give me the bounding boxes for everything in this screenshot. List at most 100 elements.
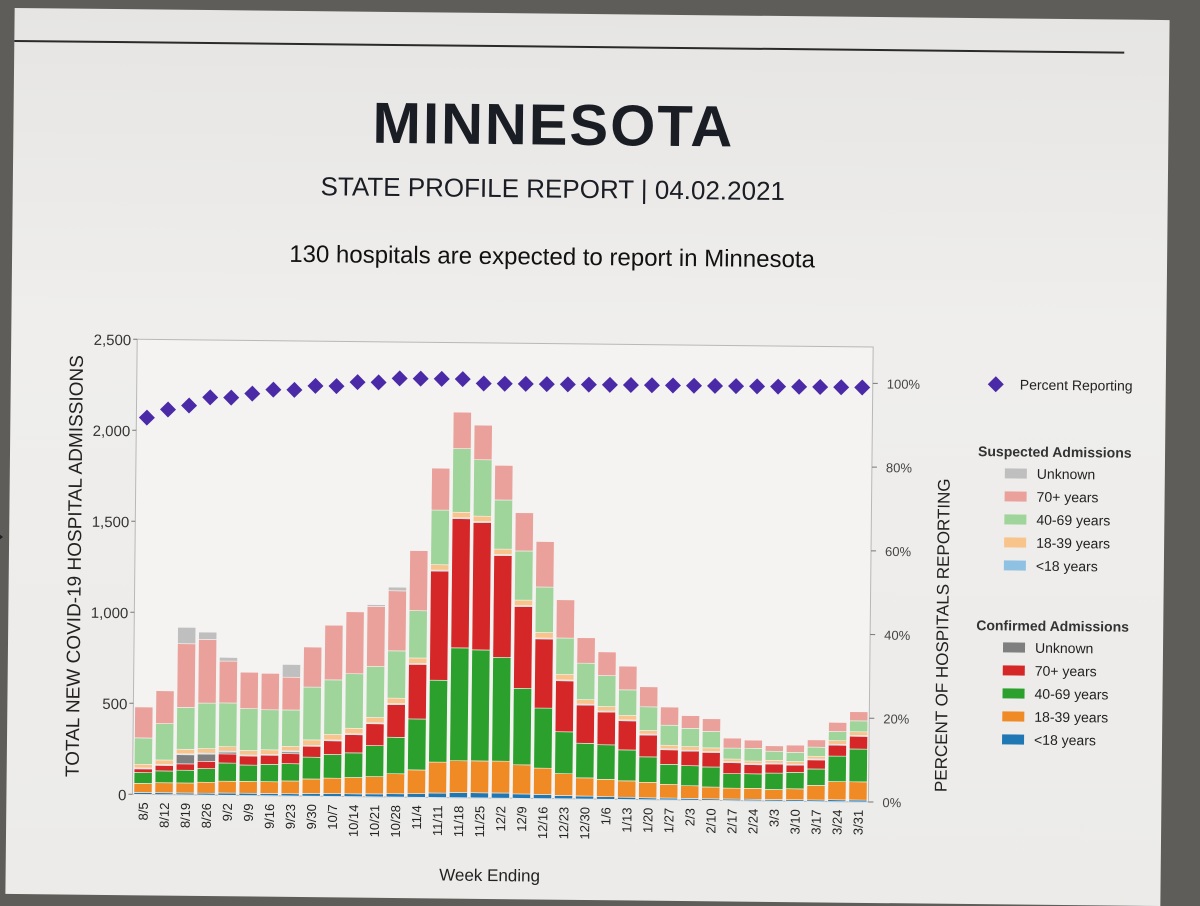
bar-segment: [515, 513, 533, 551]
bar-segment: [197, 749, 215, 754]
bar-segment: [660, 745, 678, 749]
bar-segment: [282, 677, 300, 710]
bar-segment: [619, 666, 637, 690]
x-tick-label: 8/19: [178, 803, 193, 828]
bar-segment: [324, 680, 343, 735]
bar-segment: [575, 796, 593, 799]
bar-segment: [807, 785, 825, 800]
bar-segment: [218, 747, 236, 752]
bar-segment: [261, 750, 279, 755]
x-tick-label: 10/14: [346, 804, 361, 837]
bar-segment: [366, 724, 384, 746]
bar-segment: [302, 757, 320, 779]
legend-group-title: Suspected Admissions: [978, 443, 1132, 461]
bar-segment: [387, 698, 405, 704]
bar-segment: [554, 795, 572, 798]
legend-swatch: [1002, 711, 1024, 721]
bar-segment: [598, 652, 616, 676]
bar-segment: [807, 760, 825, 769]
y-axis-title: TOTAL NEW COVID-19 HOSPITAL ADMISSIONS: [63, 355, 88, 777]
bar-segment: [155, 783, 173, 793]
y2-tick-label: 60%: [885, 544, 912, 559]
y-tick-label: 0: [118, 787, 127, 804]
x-tick-label: 10/21: [367, 805, 382, 838]
bar-segment: [470, 761, 488, 793]
bar-segment: [681, 728, 699, 746]
bar-segment: [744, 765, 762, 774]
bar-segment: [450, 648, 469, 761]
x-tick-label: 3/17: [808, 809, 823, 834]
bar-segment: [554, 774, 572, 796]
bar-segment: [281, 781, 299, 794]
bar-segment: [386, 737, 404, 774]
bar-segment: [345, 612, 364, 674]
bar-segment: [512, 765, 530, 794]
legend-entry-label: Unknown: [1035, 640, 1094, 657]
bar-segment: [388, 591, 407, 651]
bar-segment: [452, 512, 470, 518]
bar-segment: [345, 728, 363, 734]
bar-segment: [452, 449, 471, 513]
bar-segment: [555, 732, 574, 774]
y2-tick-label: 20%: [883, 711, 910, 726]
bar-segment: [218, 763, 236, 781]
bar-segment: [744, 740, 762, 748]
bar-segment: [386, 794, 404, 797]
bar-segment: [702, 731, 720, 748]
bar-segment: [850, 721, 868, 732]
x-tick-label: 8/26: [199, 803, 214, 828]
bar-segment: [829, 722, 847, 731]
bar-segment: [324, 734, 342, 740]
bar-segment: [535, 632, 553, 638]
bar-segment: [639, 707, 657, 731]
x-axis-title: Week Ending: [439, 865, 540, 885]
bar-segment: [240, 709, 259, 751]
bar-segment: [324, 741, 342, 755]
bar-segment: [597, 706, 615, 711]
x-tick-label: 12/30: [577, 807, 592, 840]
bar-segment: [850, 732, 868, 736]
bar-segment: [618, 750, 636, 781]
bar-segment: [702, 767, 720, 787]
x-tick-label: 12/16: [535, 806, 550, 839]
bar-segment: [765, 746, 783, 752]
x-tick-label: 9/23: [283, 804, 298, 829]
x-tick-label: 1/20: [640, 808, 655, 833]
bar-segment: [451, 519, 470, 648]
bar-segment: [260, 764, 278, 781]
bar-segment: [197, 769, 215, 783]
legend-swatch: [1005, 491, 1027, 501]
bar-segment: [681, 746, 699, 750]
bar-segment: [535, 587, 554, 633]
x-tick-label: 10/28: [388, 805, 403, 838]
bar-segment: [449, 792, 467, 797]
x-tick-label: 3/10: [787, 809, 802, 834]
admissions-chart: 05001,0001,5002,0002,5000%20%40%60%80%10…: [5, 8, 1169, 906]
bar-segment: [387, 651, 406, 699]
bar-segment: [576, 705, 594, 743]
y2-tick-label: 0%: [882, 795, 901, 810]
bar-segment: [556, 600, 574, 638]
x-tick-label: 2/3: [682, 808, 697, 826]
bar-segment: [197, 754, 215, 761]
bar-segment: [702, 787, 720, 799]
bar-segment: [345, 674, 364, 729]
bar-segment: [239, 756, 257, 765]
bar-segment: [660, 750, 678, 765]
x-tick-label: 8/5: [136, 802, 151, 820]
bar-segment: [219, 657, 237, 661]
bar-segment: [365, 794, 383, 797]
bar-segment: [534, 639, 553, 708]
bar-segment: [828, 756, 846, 782]
bar-segment: [134, 764, 152, 768]
bar-segment: [681, 751, 699, 766]
bar-segment: [365, 746, 383, 777]
bar-segment: [471, 650, 490, 761]
bar-segment: [597, 745, 615, 780]
legend-swatch: [1003, 665, 1025, 675]
bar-segment: [640, 687, 658, 707]
bar-segment: [514, 606, 533, 688]
bar-segment: [178, 627, 196, 644]
bar-segment: [453, 412, 471, 449]
bar-segment: [474, 425, 492, 460]
